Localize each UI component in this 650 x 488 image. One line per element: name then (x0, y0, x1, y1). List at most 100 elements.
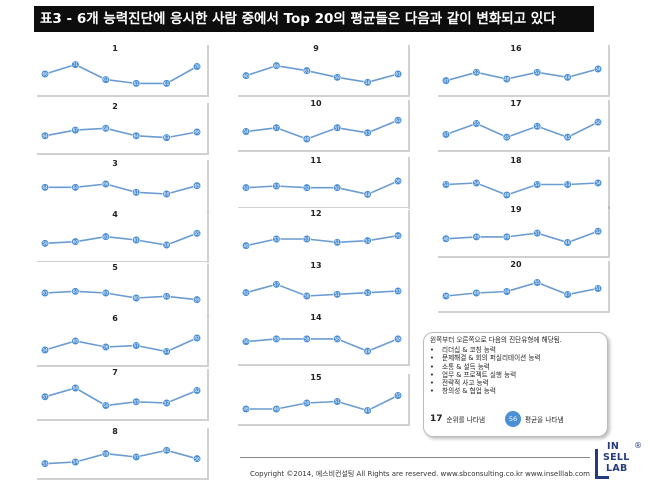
data-point (272, 181, 281, 191)
data-label: 68 (103, 126, 109, 131)
chart-rank-title: 8 (112, 427, 118, 436)
data-point (272, 234, 281, 244)
legend-item: 소통 & 설득 능력 (430, 363, 603, 371)
data-point (241, 127, 251, 136)
data-point (363, 128, 372, 137)
data-point (441, 291, 451, 301)
data-point (162, 79, 171, 88)
data-label: 45 (565, 135, 571, 140)
series-line (245, 119, 399, 140)
data-point (40, 345, 50, 355)
panel-background (236, 260, 408, 312)
chart-rank-title: 18 (510, 156, 522, 165)
data-point (241, 71, 251, 80)
panel-background (436, 98, 608, 150)
data-point (393, 176, 403, 186)
series-line (245, 283, 399, 297)
panel-background (236, 208, 408, 260)
data-point (132, 131, 141, 140)
data-label: 60 (134, 296, 140, 301)
data-point (533, 68, 542, 77)
data-label: 46 (243, 407, 249, 412)
data-point (533, 229, 542, 238)
data-point (101, 179, 110, 189)
data-point (363, 406, 372, 415)
data-label: 57 (134, 343, 140, 348)
logo-text-sell: SELL (603, 452, 630, 463)
chart-panel: 12 49 53 53 51 52 55 (236, 208, 410, 262)
data-point (40, 459, 50, 468)
data-label: 45 (365, 408, 371, 413)
data-point (132, 79, 141, 88)
data-point (502, 190, 511, 200)
data-point (71, 126, 80, 135)
chart-panel: 16 47 52 48 52 49 54 (436, 43, 610, 97)
panel-background (236, 372, 408, 424)
footer-copyright: Copyright ©2014, 에스비컨설팅 All Rights are r… (250, 470, 590, 478)
data-point (302, 398, 311, 408)
data-point (192, 295, 202, 304)
legend-item: 업무 & 프로젝트 실행 능력 (430, 371, 603, 379)
data-label: 54 (595, 181, 601, 186)
series-line (44, 290, 198, 301)
data-point (333, 123, 342, 132)
data-label: 64 (73, 386, 79, 391)
data-label: 61 (164, 81, 170, 86)
data-point (333, 334, 342, 344)
data-label: 52 (535, 70, 541, 75)
data-label: 45 (504, 135, 510, 140)
data-label: 48 (304, 137, 310, 142)
chart-rank-title: 15 (310, 373, 322, 382)
chart-panel: 1 66 71 63 61 61 70 (35, 43, 209, 97)
data-label: 46 (443, 294, 449, 299)
data-point (71, 336, 80, 346)
data-label: 46 (565, 240, 571, 245)
data-point (40, 288, 50, 298)
panel-background (35, 101, 207, 153)
data-label: 63 (395, 118, 401, 123)
data-point (393, 334, 403, 344)
chart-rank-title: 2 (112, 102, 118, 111)
data-label: 52 (335, 185, 341, 190)
data-label: 47 (565, 292, 571, 297)
data-label: 67 (73, 128, 79, 133)
data-point (563, 73, 572, 82)
data-point (533, 278, 542, 287)
chart-panel: 7 57 64 50 53 52 62 (35, 367, 209, 421)
data-point (502, 287, 511, 296)
data-point (101, 124, 110, 133)
data-label: 56 (243, 339, 249, 344)
data-point (132, 397, 141, 406)
data-label: 47 (443, 78, 449, 83)
series-line (44, 387, 198, 407)
series-line (245, 64, 399, 84)
data-label: 52 (243, 290, 249, 295)
data-point (241, 337, 251, 346)
data-point (40, 183, 50, 192)
rank-description: 순위를 나타냄 (446, 416, 486, 424)
data-point (162, 189, 171, 199)
data-point (333, 290, 342, 299)
data-point (393, 391, 403, 400)
data-point (192, 333, 202, 343)
data-point (101, 401, 110, 410)
data-point (441, 130, 451, 139)
data-label: 48 (443, 236, 449, 241)
data-point (533, 122, 542, 131)
data-label: 63 (42, 291, 48, 296)
data-label: 52 (243, 185, 249, 190)
data-label: 51 (535, 231, 541, 236)
chart-panel: 18 53 54 46 53 53 54 (436, 155, 610, 209)
series-line (445, 230, 599, 244)
legend-intro: 왼쪽부터 오른쪽으로 다음의 진단유형에 해당됨. (430, 336, 562, 344)
series-line (44, 232, 198, 246)
data-point (563, 180, 572, 189)
data-label: 56 (103, 345, 109, 350)
data-label: 52 (365, 290, 371, 295)
data-point (363, 236, 372, 245)
data-point (192, 229, 202, 238)
chart-panel: 15 46 46 50 51 45 55 (236, 372, 410, 426)
data-label: 52 (595, 229, 601, 234)
data-point (441, 234, 451, 243)
series-line (445, 121, 599, 139)
